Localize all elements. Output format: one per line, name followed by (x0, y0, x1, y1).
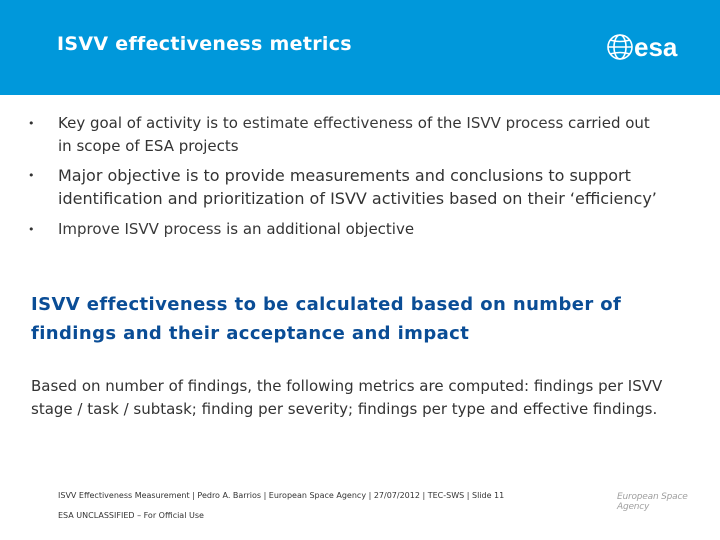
bullet-text: Key goal of activity is to (58, 114, 243, 132)
bullet-text: carried out in scope of ESA projects (58, 114, 650, 155)
header-bar: ISVV effectiveness metrics esa (0, 0, 720, 95)
bullet-item: • Major objective is to provide measurem… (28, 164, 668, 210)
bullet-emphasis: Improve ISVV process (58, 220, 222, 238)
bullet-list: • Key goal of activity is to estimate ef… (28, 112, 668, 247)
bullet-dot-icon: • (28, 169, 35, 182)
bullet-emphasis: ISVV process (466, 114, 564, 132)
bullet-text: of the (413, 114, 467, 132)
bullet-item: • Key goal of activity is to estimate ef… (28, 112, 668, 158)
bullet-dot-icon: • (28, 117, 35, 130)
bullet-text: is an additional objective (221, 220, 415, 238)
highlight-statement: ISVV effectiveness to be calculated base… (31, 294, 622, 344)
bullet-dot-icon: • (28, 223, 35, 236)
esa-logo-text: esa (634, 32, 678, 62)
esa-logo: esa (607, 32, 678, 62)
footer-classification: ESA UNCLASSIFIED – For Official Use (58, 511, 204, 520)
bullet-item: • Improve ISVV process is an additional … (28, 218, 668, 241)
footer-agency-logo: European Space Agency (617, 492, 688, 512)
bullet-text: Major objective is to provide measuremen… (58, 166, 657, 208)
footer-line: ISVV Effectiveness Measurement | Pedro A… (58, 491, 505, 500)
metrics-paragraph: Based on number of findings, the followi… (31, 377, 663, 418)
slide-title: ISVV effectiveness metrics (57, 33, 352, 55)
bullet-emphasis: estimate effectiveness (242, 114, 413, 132)
